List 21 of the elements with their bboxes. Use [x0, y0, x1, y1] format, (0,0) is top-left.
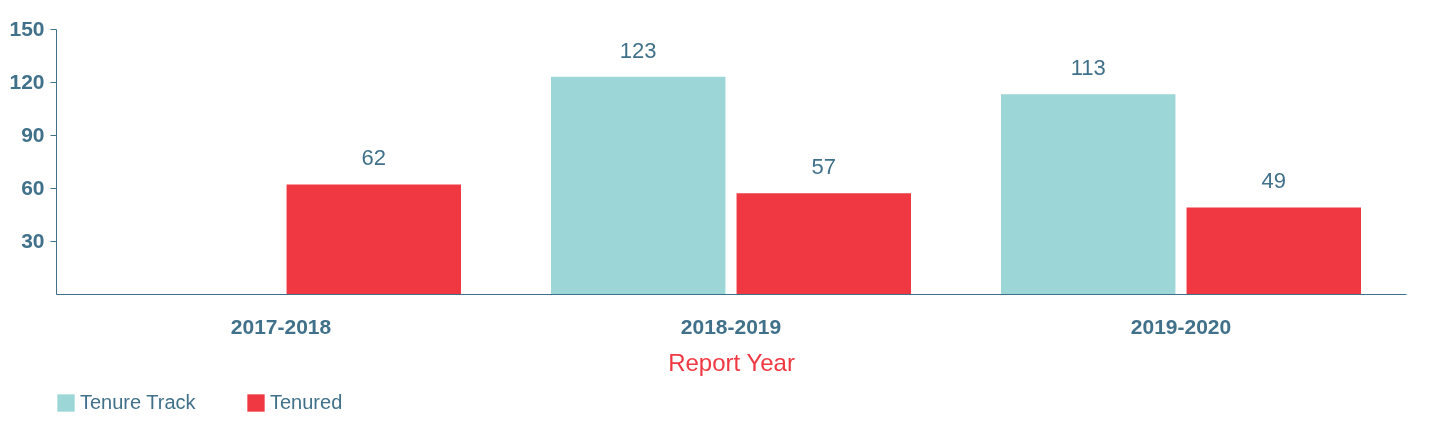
data-label: 49 — [1261, 168, 1287, 194]
data-label: 62 — [361, 145, 387, 171]
y-tick-label: 60 — [21, 175, 45, 199]
y-tick-label: 120 — [9, 69, 45, 93]
data-label: 113 — [1070, 55, 1106, 81]
bar — [551, 76, 726, 294]
bar — [736, 193, 911, 294]
bar — [1001, 94, 1176, 294]
legend-label: Tenured — [270, 391, 343, 413]
x-axis-title: Report Year — [668, 348, 795, 376]
bar — [1186, 207, 1361, 294]
x-tick-label: 2018-2019 — [680, 314, 782, 338]
x-tick-label: 2019-2020 — [1130, 314, 1232, 338]
y-tick-label: 90 — [21, 122, 45, 146]
data-label: 123 — [619, 37, 657, 63]
y-tick-label: 150 — [9, 16, 45, 40]
y-tick-label: 30 — [21, 228, 45, 252]
legend-label: Tenure Track — [80, 391, 197, 413]
x-tick-label: 2017-2018 — [230, 314, 332, 338]
data-label: 57 — [811, 154, 837, 180]
bar — [286, 184, 461, 294]
